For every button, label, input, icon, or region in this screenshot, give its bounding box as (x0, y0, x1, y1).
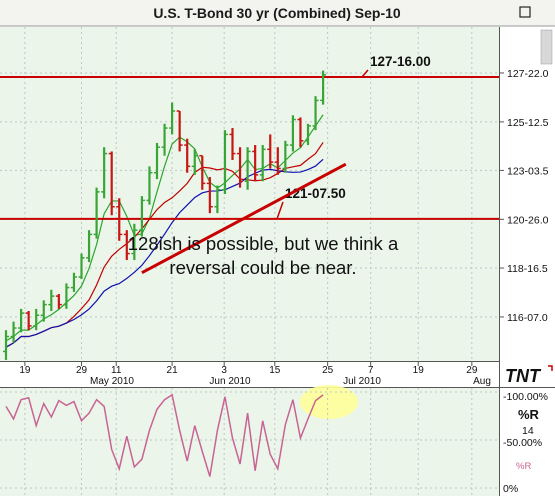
price-bar (101, 147, 108, 199)
price-bar (214, 185, 221, 214)
price-bar (70, 272, 77, 292)
month-label: Jun 2010 (209, 376, 251, 387)
maximize-icon[interactable] (519, 6, 531, 18)
price-bar (169, 102, 176, 135)
price-tick-label: 125-12.5 (507, 117, 549, 129)
price-bar (176, 110, 183, 152)
horizontal-levels: 127-16.00 121-07.50 (0, 54, 499, 220)
oscillator-plot-area (0, 388, 499, 496)
osc-tick-bottom: 0% (503, 483, 518, 495)
date-tick-label: 21 (167, 365, 179, 376)
osc-period: 14 (522, 425, 534, 437)
price-bar (305, 123, 311, 146)
price-bar (18, 308, 25, 333)
vertical-scrollbar[interactable] (540, 29, 553, 65)
level-pointer (361, 69, 369, 78)
month-label: May 2010 (90, 376, 134, 387)
price-bar (116, 198, 123, 241)
price-bar (312, 96, 319, 131)
date-tick-label: 19 (19, 365, 31, 376)
price-bar (161, 123, 168, 156)
price-tick-label: 116-07.0 (507, 312, 548, 324)
date-tick-label: 7 (368, 365, 374, 376)
month-label: Jul 2010 (343, 376, 381, 387)
osc-label: %R (518, 407, 540, 422)
price-bar (48, 289, 55, 312)
price-plot-area (0, 27, 499, 361)
price-bar (154, 142, 160, 180)
price-axis (500, 27, 555, 361)
price-bar (146, 166, 153, 205)
date-tick-label: 15 (269, 365, 281, 376)
date-tick-label: 25 (322, 365, 334, 376)
williams-r-line (5, 393, 324, 477)
price-bar (320, 70, 327, 105)
price-bar (184, 138, 191, 173)
moving-average-line (5, 158, 324, 348)
price-bar (131, 223, 138, 260)
chart-title: U.S. T-Bond 30 yr (Combined) Sep-10 (153, 5, 401, 21)
price-bar (237, 147, 244, 188)
tnt-logo: TNT (500, 362, 555, 387)
price-bar (138, 196, 145, 237)
svg-text:TNT: TNT (505, 366, 542, 386)
level-label: 121-07.50 (285, 186, 346, 201)
annotation-line-1: 128ish is possible, but we think a (128, 233, 399, 254)
price-tick-label: 120-26.0 (507, 214, 549, 226)
price-bar (274, 147, 281, 175)
price-tick-label: 118-16.5 (507, 263, 548, 275)
price-axis-ticks: 127-22.0 125-12.5 123-03.5 120-26.0 118-16.5… (499, 68, 549, 324)
price-bar (108, 151, 115, 216)
level-pointer (276, 201, 284, 220)
osc-tick-top: -100.00% (503, 391, 548, 403)
date-axis (0, 361, 499, 387)
price-bar (25, 311, 32, 331)
price-bar (40, 300, 47, 322)
price-bar (63, 283, 70, 309)
date-tick-label: 29 (76, 365, 88, 376)
price-bar (3, 330, 9, 360)
date-tick-label: 3 (221, 365, 227, 376)
osc-tick-mid: -50.00% (503, 437, 542, 449)
title-bar (0, 0, 555, 26)
price-bar (282, 140, 289, 173)
price-bar (78, 253, 85, 280)
price-bar (267, 134, 274, 169)
date-tick-label: 29 (466, 365, 478, 376)
price-bars (3, 70, 327, 360)
price-bar (206, 176, 213, 214)
support-trendline (141, 162, 347, 275)
price-bar (289, 115, 296, 152)
price-bar (10, 321, 17, 343)
price-bar (123, 230, 130, 260)
annotation-line-2: reversal could be near. (169, 257, 356, 278)
oscillator-axis (500, 388, 555, 496)
price-bar (199, 154, 206, 190)
price-bar (244, 147, 251, 190)
price-tick-label: 123-03.5 (507, 165, 549, 177)
oscillator-grid (0, 388, 499, 496)
level-label: 127-16.00 (370, 54, 431, 69)
price-bar (93, 187, 100, 239)
price-bar (229, 128, 236, 160)
price-bar (86, 230, 93, 263)
trendline (141, 162, 347, 275)
price-bar (221, 130, 228, 194)
osc-legend: %R (516, 461, 531, 472)
price-bar (33, 308, 40, 331)
month-label: Aug (473, 376, 491, 387)
price-bar (297, 117, 304, 148)
price-tick-label: 127-22.0 (507, 68, 549, 80)
price-grid (0, 27, 499, 361)
date-tick-label: 11 (111, 365, 122, 376)
date-tick-label: 19 (413, 365, 425, 376)
price-bar (191, 149, 198, 175)
price-bar (55, 293, 62, 309)
price-bar (259, 145, 266, 182)
highlight-ellipse (300, 385, 358, 419)
price-bar (252, 145, 259, 182)
